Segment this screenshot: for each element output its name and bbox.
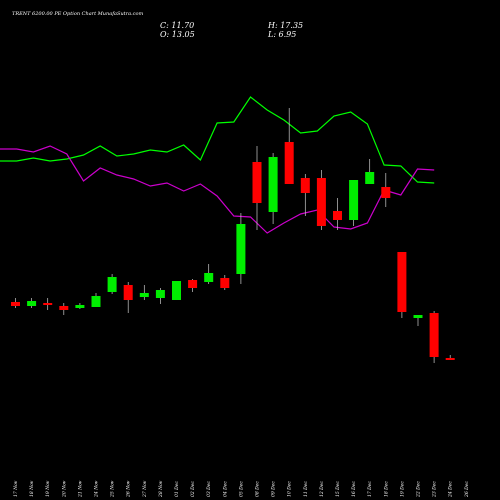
x-tick-label: 23 Dec — [432, 481, 438, 498]
candle — [252, 146, 262, 230]
candle-body-down — [381, 187, 391, 198]
x-tick-label: 21 Nov — [77, 480, 83, 498]
candle-body-down — [123, 285, 133, 300]
candle — [220, 275, 230, 290]
x-tick-label: 25 Nov — [110, 480, 116, 498]
candle-body-up — [139, 293, 149, 297]
x-tick-label: 10 Dec — [287, 481, 293, 497]
candle-body-down — [397, 252, 407, 312]
candle-body-down — [316, 178, 326, 226]
candle-body-down — [300, 178, 310, 193]
candle-body-down — [59, 306, 69, 310]
candle — [27, 298, 37, 308]
candle — [107, 274, 117, 294]
candle — [268, 153, 278, 224]
x-tick-label: 02 Dec — [190, 481, 196, 497]
x-tick-label: 26 Dec — [464, 481, 470, 498]
low-value: L: 6.95 — [267, 30, 296, 39]
candle — [365, 159, 375, 184]
x-tick-label: 16 Dec — [351, 481, 357, 497]
candle — [43, 298, 53, 310]
x-tick-label: 19 Dec — [399, 481, 405, 497]
candle-body-up — [349, 180, 359, 220]
candle-body-up — [91, 296, 101, 307]
candle-body-up — [365, 172, 375, 184]
candle-body-down — [11, 302, 20, 306]
candle — [381, 173, 391, 207]
candle-body-up — [107, 277, 117, 292]
x-tick-label: 17 Nov — [13, 480, 19, 497]
candle — [284, 108, 294, 184]
x-axis-ticks: 17 Nov 18 Nov 19 Nov 20 Nov 21 Nov 24 Nov 25 N… — [13, 480, 470, 498]
x-tick-label: 26 Nov — [126, 480, 132, 498]
x-tick-label: 11 Dec — [303, 481, 309, 497]
candle — [155, 288, 165, 304]
candle — [445, 355, 455, 360]
x-tick-label: 24 Dec — [448, 481, 454, 498]
candle-body-down — [445, 358, 455, 360]
candle-body-down — [284, 142, 294, 184]
candle — [333, 198, 342, 230]
x-tick-label: 17 Dec — [367, 481, 373, 497]
candle — [236, 213, 246, 284]
x-tick-label: 05 Dec — [238, 481, 244, 497]
x-tick-label: 22 Dec — [416, 481, 422, 498]
candle-body-down — [429, 313, 439, 357]
indicator-lines — [0, 96, 435, 234]
green-indicator-line — [0, 96, 435, 184]
chart-title: TRENT 6200.00 PE Option Chart MunafaSutr… — [12, 11, 143, 17]
x-tick-label: 27 Nov — [142, 480, 148, 498]
x-tick-label: 01 Dec — [174, 481, 180, 497]
candles — [11, 108, 455, 363]
x-tick-label: 09 Dec — [271, 481, 277, 497]
candle — [11, 298, 20, 308]
candle — [75, 303, 85, 309]
candle-body-up — [204, 273, 214, 282]
candle-body-down — [43, 303, 53, 305]
candle-body-down — [252, 162, 262, 203]
x-tick-label: 12 Dec — [319, 481, 325, 497]
x-tick-label: 19 Nov — [45, 480, 51, 497]
candle-body-up — [75, 305, 85, 308]
candle — [413, 315, 423, 326]
x-tick-label: 18 Nov — [29, 480, 35, 497]
candle — [59, 303, 69, 315]
candle — [349, 180, 359, 226]
candle-body-up — [413, 315, 423, 318]
candle — [139, 285, 149, 300]
candle-body-down — [220, 278, 230, 288]
candle — [397, 252, 407, 318]
x-tick-label: 03 Dec — [206, 481, 212, 497]
candle — [188, 279, 198, 292]
candle-body-up — [236, 224, 246, 274]
candle-body-down — [188, 280, 198, 288]
candle — [123, 282, 133, 313]
x-tick-label: 15 Dec — [335, 481, 341, 497]
x-tick-label: 20 Nov — [61, 480, 67, 498]
candle-body-up — [27, 301, 37, 306]
open-value: O: 13.05 — [160, 30, 195, 39]
x-tick-label: 18 Dec — [383, 481, 389, 497]
close-value: C: 11.70 — [160, 21, 194, 30]
candle-body-down — [333, 211, 342, 220]
candle-body-up — [155, 290, 165, 298]
candle — [91, 293, 101, 307]
candle — [300, 174, 310, 216]
x-tick-label: 24 Nov — [94, 480, 100, 498]
x-tick-label: 04 Dec — [222, 481, 228, 497]
candle — [204, 264, 214, 284]
purple-indicator-line — [0, 145, 435, 234]
candle-body-up — [172, 281, 181, 300]
candle-body-up — [268, 157, 278, 212]
candle — [316, 170, 326, 230]
candle — [429, 311, 439, 363]
candle — [172, 281, 181, 300]
x-tick-label: 08 Dec — [255, 481, 261, 497]
x-tick-label: 28 Nov — [158, 480, 164, 498]
high-value: H: 17.35 — [267, 21, 303, 30]
